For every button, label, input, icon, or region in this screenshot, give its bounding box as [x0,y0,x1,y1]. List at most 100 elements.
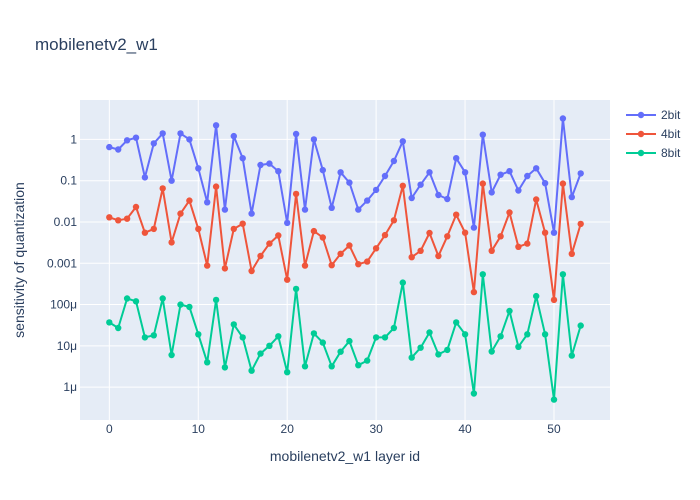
data-point [533,196,540,203]
data-point [381,334,389,341]
data-point [266,342,273,349]
data-point [337,348,344,355]
data-point [115,217,122,224]
data-point [310,136,318,143]
data-point [568,193,575,201]
data-point [506,307,513,315]
data-point [106,143,113,151]
data-point [453,211,460,218]
legend-item-4bit[interactable]: 4bit [626,127,681,141]
data-point [337,250,344,257]
data-point [212,183,220,190]
data-point [186,303,193,311]
data-point [284,276,291,283]
data-point [372,245,380,252]
legend-marker-icon [637,130,645,138]
data-point [533,292,540,300]
data-point [230,132,237,140]
legend: 2bit 4bit 8bit [626,108,681,160]
data-point [488,189,495,196]
legend-label: 8bit [661,146,681,160]
data-point [461,331,469,338]
data-point [106,319,113,326]
data-point [408,194,415,202]
legend-label: 2bit [661,108,681,122]
data-point [337,169,344,176]
data-point [204,359,211,366]
data-point [230,321,237,328]
data-point [461,229,469,236]
data-point [177,210,184,217]
data-point [364,258,371,265]
data-point [381,172,389,180]
data-point [444,346,451,354]
data-point [115,324,122,332]
data-point [123,215,131,222]
data-point [266,160,273,167]
data-point [132,134,140,141]
y-tick-label: 0.01 [54,215,78,229]
y-tick-label: 1μ [63,380,77,394]
y-tick-label: 0.001 [47,256,77,270]
chart-title: mobilenetv2_w1 [35,35,158,54]
data-point [470,224,478,231]
series-2bit [106,115,584,236]
data-point [186,136,193,143]
data-point [239,334,246,341]
data-point [417,344,424,351]
data-point [275,232,282,239]
data-point [319,339,326,346]
data-point [204,262,211,269]
data-point [408,254,415,261]
legend-marker-icon [637,149,645,157]
legend-item-2bit[interactable]: 2bit [626,108,681,122]
y-axis-title: sensitivity of quantization [11,182,27,338]
x-tick-label: 20 [281,422,295,436]
data-point [248,367,255,374]
data-point [541,180,549,187]
data-point [301,363,309,370]
data-point [372,186,380,194]
legend-item-8bit[interactable]: 8bit [626,146,681,160]
x-tick-label: 0 [106,422,113,436]
data-point [524,172,531,180]
data-point [497,233,504,240]
data-point [568,352,575,359]
data-point [292,190,300,198]
data-point [141,229,149,236]
data-point [364,357,371,364]
data-point [390,217,398,224]
data-point [479,131,486,138]
data-point [524,331,531,338]
data-point [497,171,504,178]
y-tick-label: 10μ [57,339,77,353]
data-point [177,301,184,308]
data-point [257,350,264,357]
data-point [426,329,433,336]
data-point [399,138,406,145]
data-point [550,396,558,403]
x-tick-label: 50 [547,422,561,436]
data-point [221,206,229,213]
data-point [399,279,406,286]
data-point [417,181,424,188]
data-point [346,242,353,249]
data-point [524,240,531,247]
data-point [195,165,202,172]
data-point [195,331,202,338]
data-point [132,203,140,211]
data-point [275,333,282,340]
data-point [310,227,318,235]
data-point [390,324,398,332]
data-point [328,262,335,269]
data-point [435,191,442,199]
data-point [541,229,549,236]
data-point [515,243,522,250]
data-point [444,233,451,240]
data-point [141,174,149,181]
data-point [115,146,122,153]
data-point [266,240,273,247]
data-point [381,231,389,239]
data-point [506,168,513,175]
